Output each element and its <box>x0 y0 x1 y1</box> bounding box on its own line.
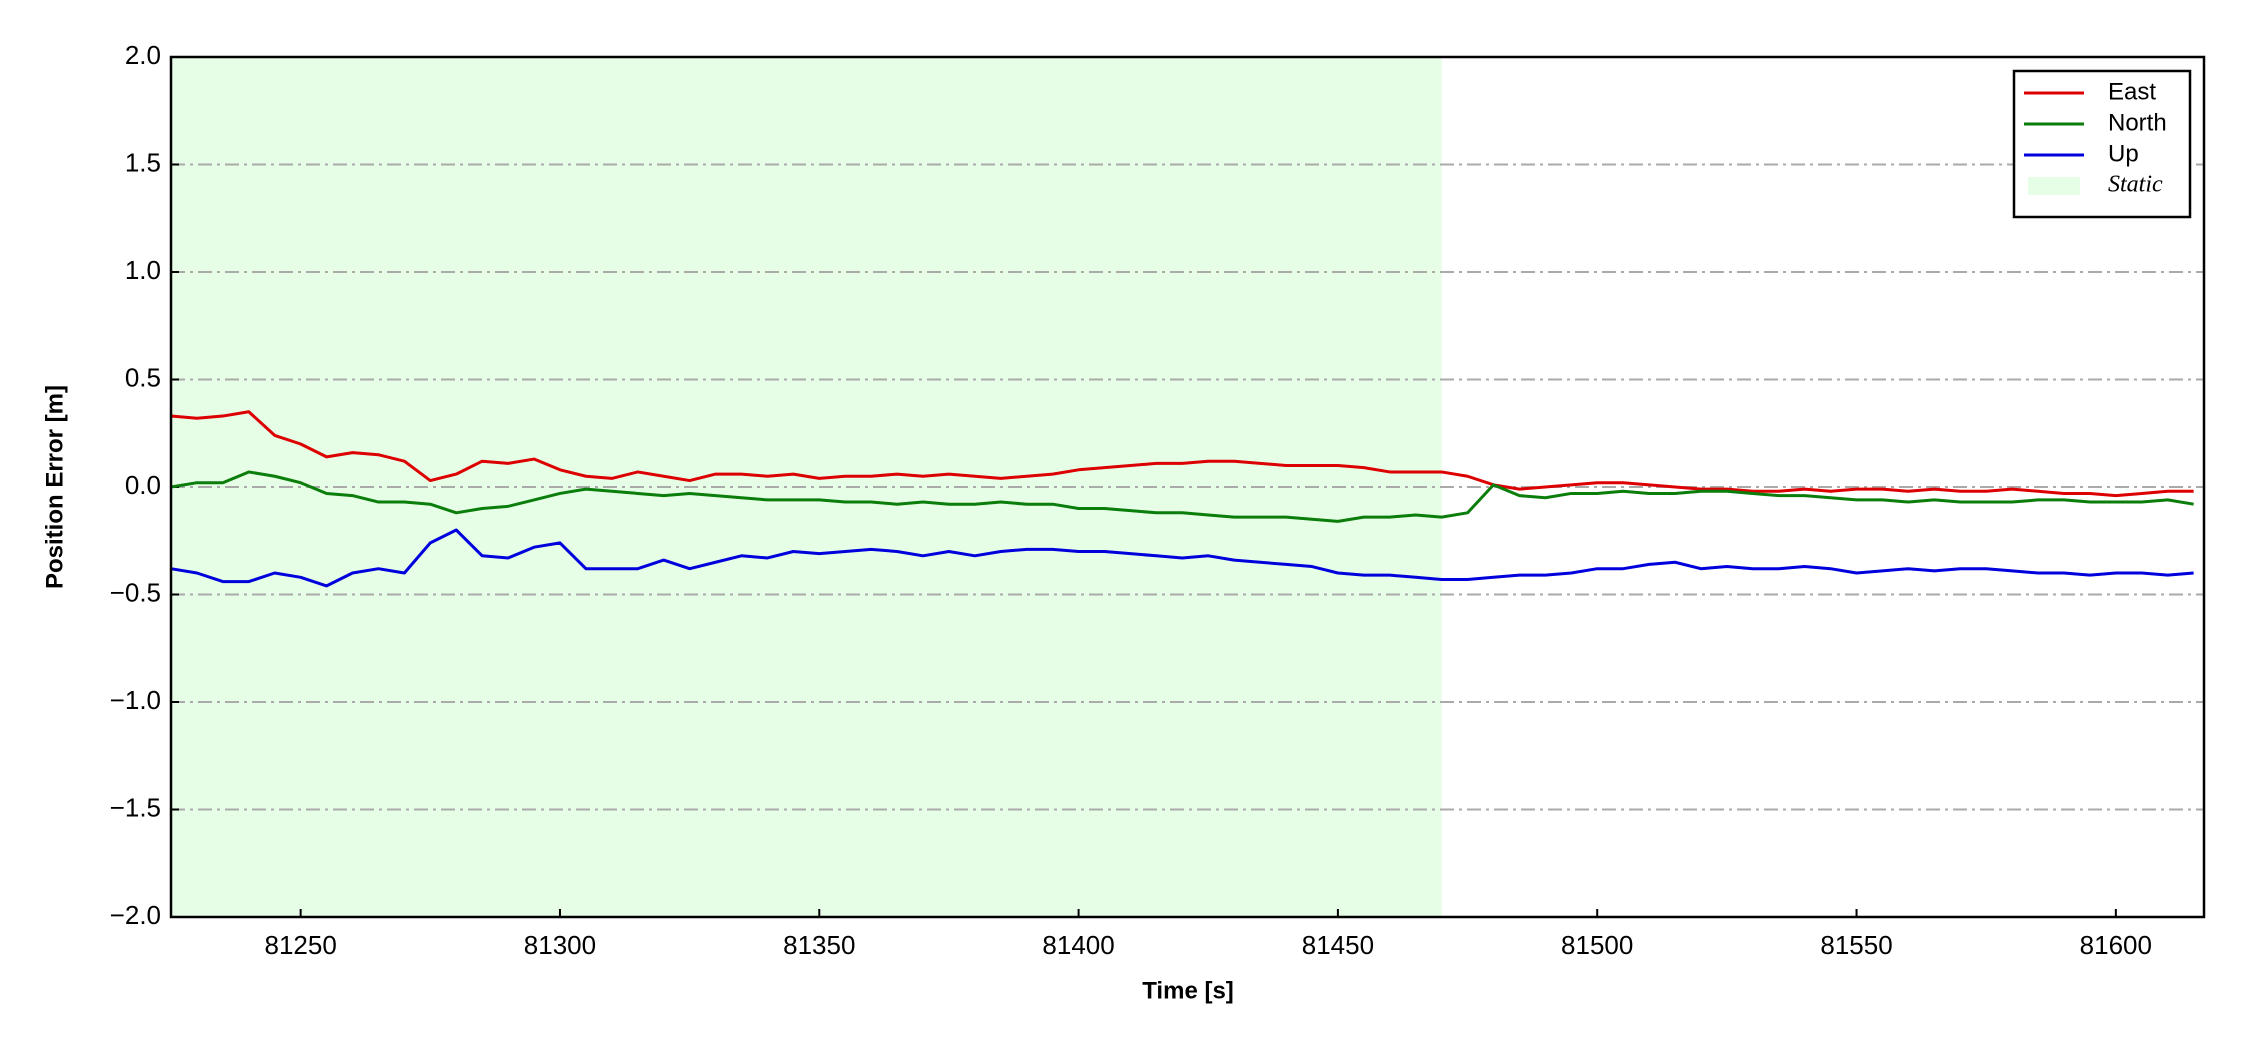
legend-label: East <box>2108 78 2156 105</box>
y-tick-label: −0.5 <box>110 577 161 607</box>
x-axis-label: Time [s] <box>1142 977 1234 1004</box>
line-series <box>170 470 2194 523</box>
y-tick-label: −1.0 <box>110 685 161 715</box>
x-tick-label: 81600 <box>2080 930 2152 960</box>
legend-swatch <box>2028 177 2080 195</box>
y-tick-label: 2.0 <box>125 40 161 70</box>
y-tick-label: 0.0 <box>125 470 161 500</box>
plot-frame <box>169 55 2206 919</box>
y-tick-label: −1.5 <box>110 792 161 822</box>
line-series <box>170 410 2194 498</box>
x-tick-label: 81300 <box>524 930 596 960</box>
legend-label: Up <box>2108 140 2139 167</box>
y-tick-label: 1.0 <box>125 255 161 285</box>
legend-label: North <box>2108 109 2167 136</box>
y-tick-label: −2.0 <box>110 900 161 930</box>
x-tick-label: 81350 <box>783 930 855 960</box>
x-tick-label: 81250 <box>264 930 336 960</box>
x-tick-label: 81550 <box>1820 930 1892 960</box>
x-tick-label: 81500 <box>1561 930 1633 960</box>
line-series <box>170 528 2194 588</box>
y-tick-label: 0.5 <box>125 362 161 392</box>
legend-label: Static <box>2108 172 2163 198</box>
x-tick-label: 81400 <box>1042 930 1114 960</box>
y-axis-label: Position Error [m] <box>41 385 68 589</box>
x-tick-label: 81450 <box>1302 930 1374 960</box>
y-tick-label: 1.5 <box>125 147 161 177</box>
